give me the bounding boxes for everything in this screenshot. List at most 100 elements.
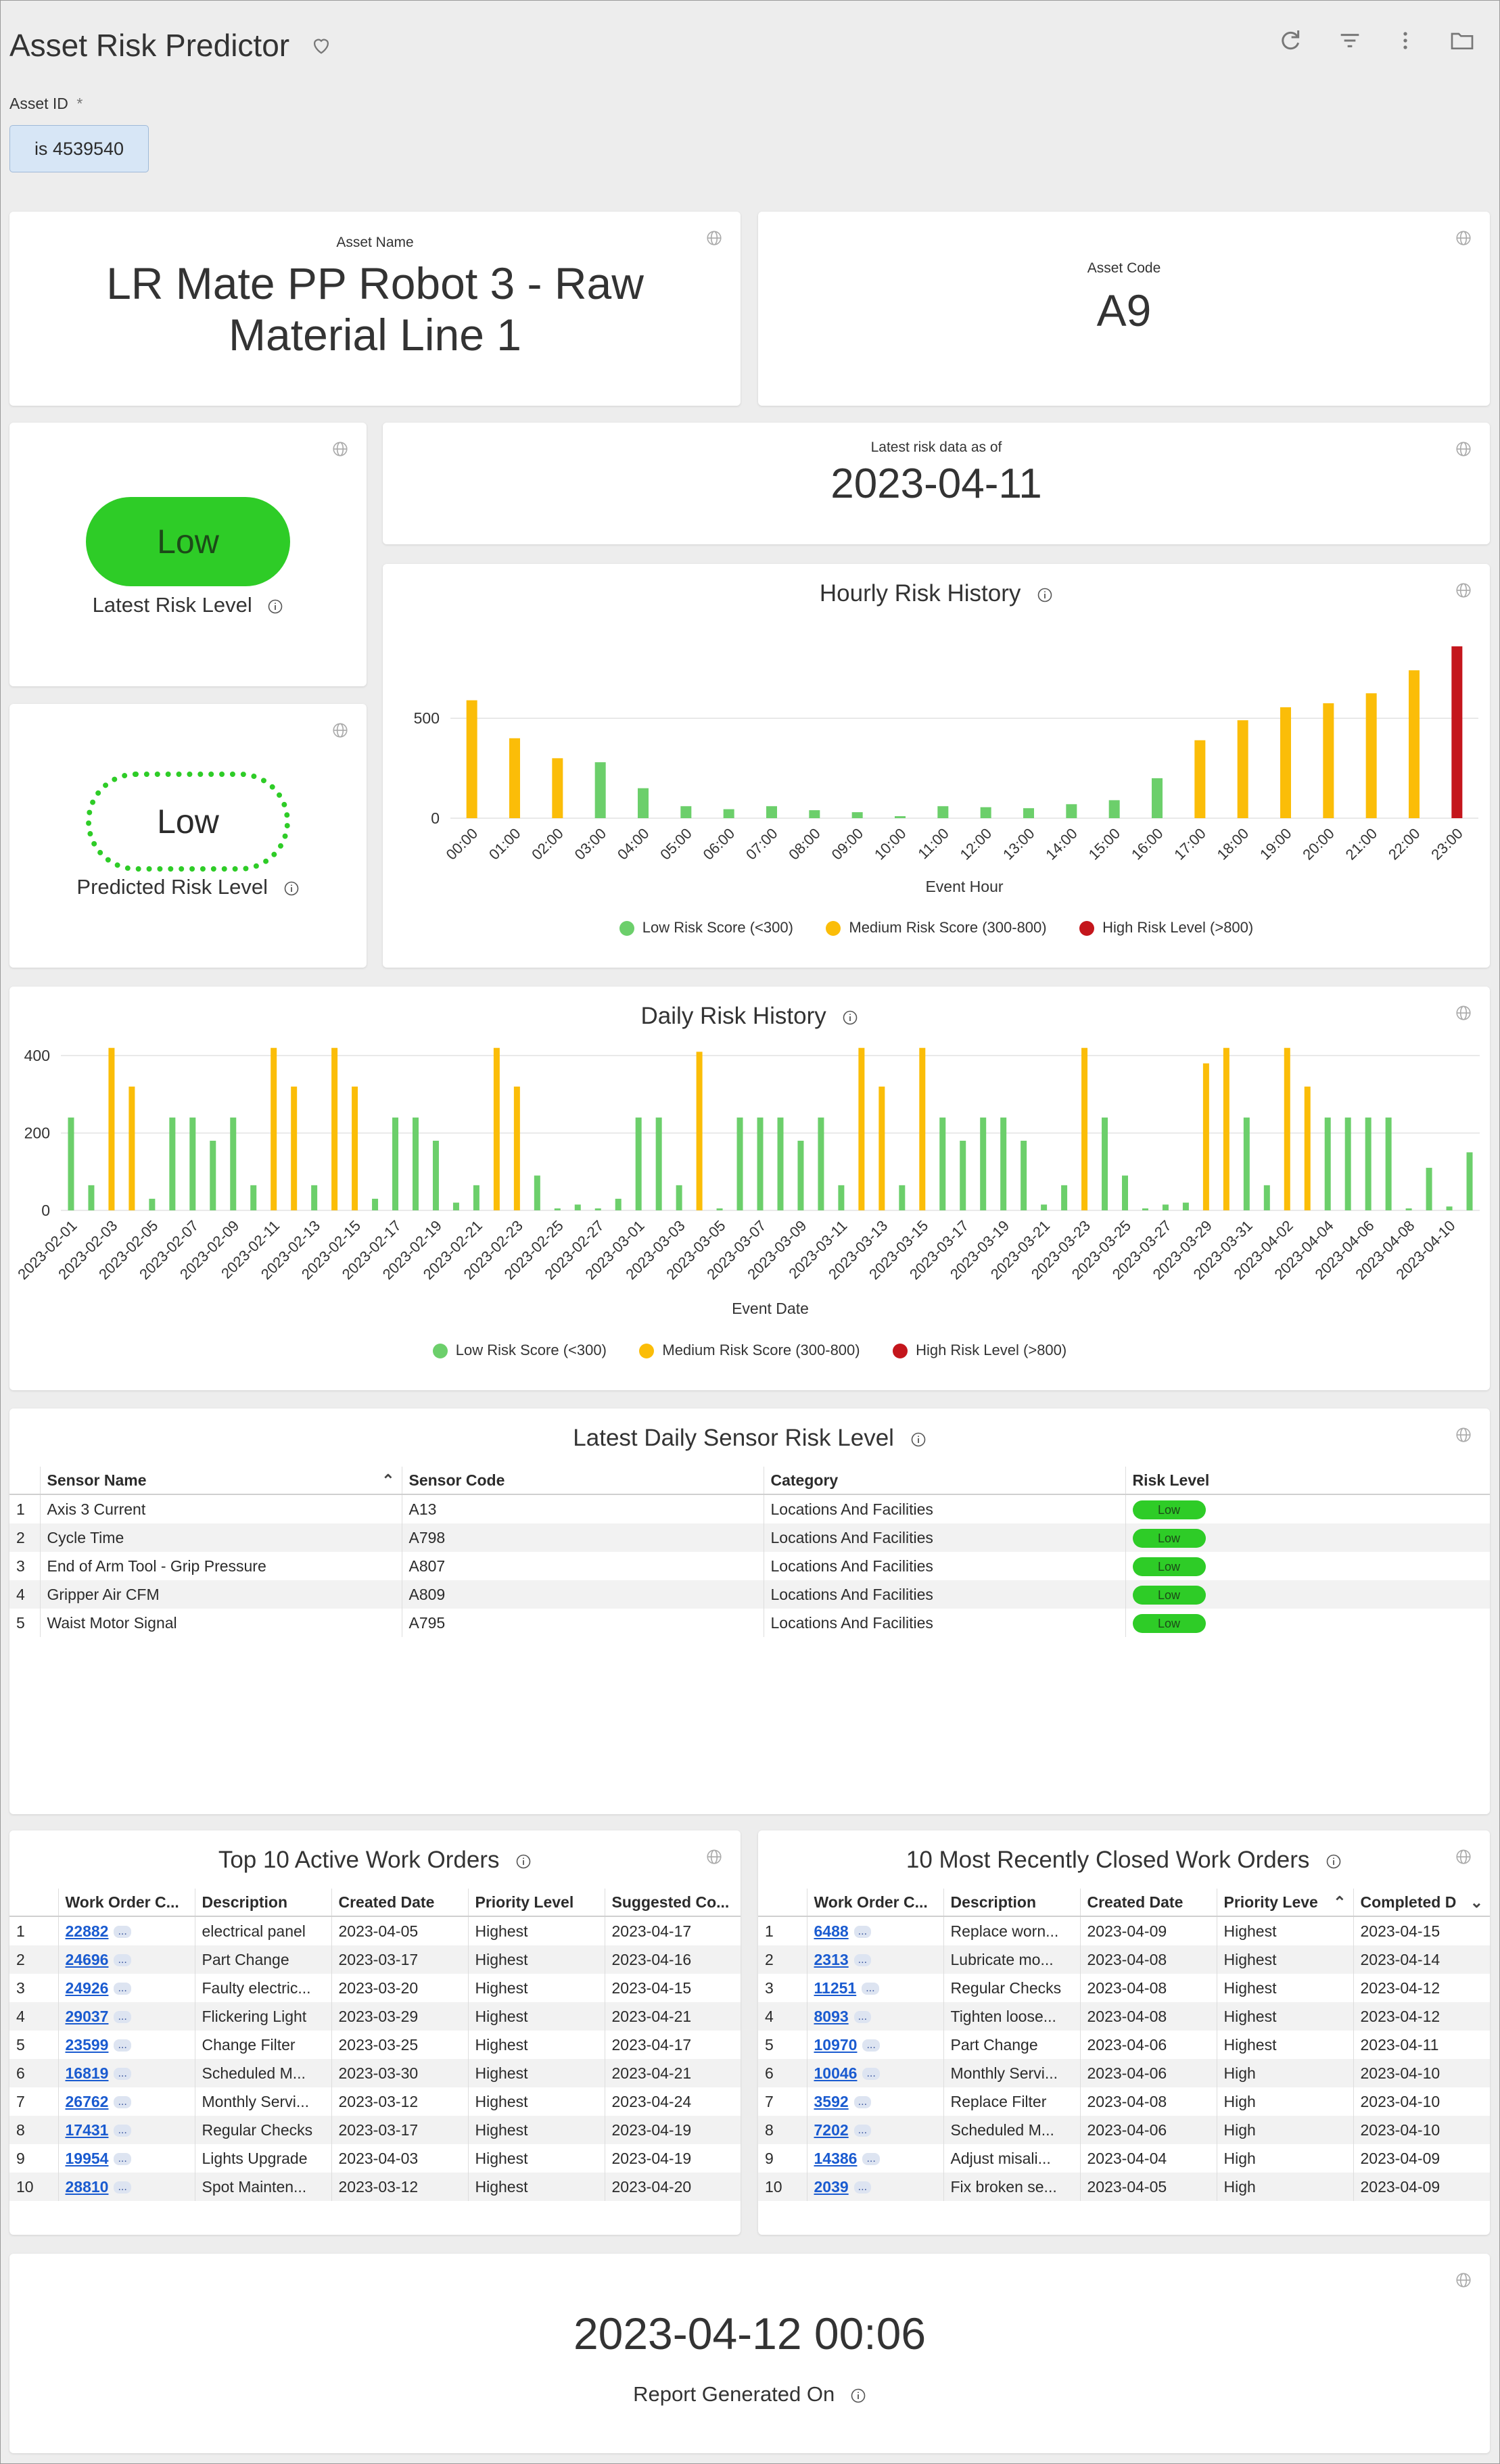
column-header-description[interactable]: Description [194,1889,331,1917]
globe-icon[interactable] [1455,440,1472,458]
work-order-link[interactable]: 23599 [65,2035,109,2054]
globe-icon[interactable] [705,229,723,247]
folder-icon[interactable] [1449,27,1476,54]
more-actions-icon[interactable]: ... [114,1983,131,1995]
work-order-link[interactable]: 24926 [65,1979,109,1997]
legend-medium[interactable]: Medium Risk Score (300-800) [639,1342,860,1359]
more-actions-icon[interactable]: ... [862,2068,880,2081]
globe-icon[interactable] [1455,1848,1472,1866]
column-header-suggested-completion[interactable]: Suggested Co... [604,1889,741,1917]
globe-icon[interactable] [1455,1004,1472,1022]
priority-cell: Highest [1216,1974,1353,2002]
date-cell: 2023-04-12 [1353,2002,1490,2031]
legend-high[interactable]: High Risk Level (>800) [893,1342,1067,1359]
column-header-description[interactable]: Description [943,1889,1080,1917]
legend-low[interactable]: Low Risk Score (<300) [619,919,793,937]
more-actions-icon[interactable]: ... [853,2181,872,2194]
column-header-work-order[interactable]: Work Order C... [806,1889,943,1917]
work-order-link[interactable]: 6488 [814,1922,849,1940]
column-header-sensor-name[interactable]: Sensor Name ⌃ [39,1467,402,1495]
column-header-work-order[interactable]: Work Order C... [57,1889,195,1917]
risk-level-cell: Low [1125,1580,1490,1609]
more-actions-icon[interactable]: ... [853,2125,872,2137]
more-actions-icon[interactable]: ... [862,1983,879,1995]
info-icon[interactable] [515,1853,532,1870]
column-header-created-date[interactable]: Created Date [331,1889,468,1917]
more-actions-icon[interactable]: ... [114,1954,131,1967]
column-header-sensor-code[interactable]: Sensor Code [401,1467,764,1495]
more-actions-icon[interactable]: ... [853,1926,872,1939]
more-actions-icon[interactable]: ... [114,2181,131,2194]
work-order-link[interactable]: 28810 [65,2177,109,2196]
work-order-link[interactable]: 14386 [814,2149,858,2167]
work-order-link[interactable]: 22882 [65,1922,109,1940]
work-order-link[interactable]: 10970 [814,2035,858,2054]
work-order-link[interactable]: 8093 [814,2007,849,2025]
work-order-link[interactable]: 11251 [814,1979,857,1997]
more-actions-icon[interactable]: ... [853,1954,872,1967]
column-header-completed-date[interactable]: Completed D ⌄ [1353,1889,1490,1917]
bar [128,1086,135,1210]
work-order-link[interactable]: 19954 [65,2149,109,2167]
work-order-link[interactable]: 24696 [65,1950,109,1968]
bar [680,806,692,818]
globe-icon[interactable] [1455,2271,1472,2289]
info-icon[interactable] [850,2388,866,2404]
bar [1426,1168,1432,1210]
more-actions-icon[interactable]: ... [114,2068,131,2081]
legend-low[interactable]: Low Risk Score (<300) [432,1342,607,1359]
more-actions-icon[interactable]: ... [853,2011,872,2024]
column-header-category[interactable]: Category [763,1467,1125,1495]
more-actions-icon[interactable]: ... [114,2039,131,2052]
column-header-priority[interactable]: Priority Leve ⌃ [1216,1889,1353,1917]
globe-icon[interactable] [1455,1426,1472,1444]
work-order-link[interactable]: 26762 [65,2092,109,2110]
asset-id-filter[interactable]: is 4539540 [9,125,149,172]
more-vertical-icon[interactable] [1392,27,1419,54]
more-actions-icon[interactable]: ... [114,1926,131,1939]
work-order-link[interactable]: 2039 [814,2177,849,2196]
more-actions-icon[interactable]: ... [114,2096,131,2109]
more-actions-icon[interactable]: ... [114,2153,131,2166]
more-actions-icon[interactable]: ... [114,2125,131,2137]
column-header-created-date[interactable]: Created Date [1079,1889,1217,1917]
globe-icon[interactable] [331,440,349,458]
globe-icon[interactable] [331,721,349,739]
work-order-link[interactable]: 10046 [814,2064,858,2082]
info-icon[interactable] [842,1010,858,1026]
globe-icon[interactable] [705,1848,723,1866]
filter-icon[interactable] [1336,27,1363,54]
legend-medium[interactable]: Medium Risk Score (300-800) [826,919,1047,937]
work-order-cell: 17431... [57,2116,195,2144]
info-icon[interactable] [283,880,300,897]
bar [1466,1152,1473,1210]
work-order-link[interactable]: 29037 [65,2007,109,2025]
refresh-icon[interactable] [1277,27,1304,54]
info-icon[interactable] [267,598,283,615]
globe-icon[interactable] [1455,582,1472,599]
info-icon[interactable] [910,1431,927,1448]
info-icon[interactable] [1037,587,1053,603]
work-order-link[interactable]: 2313 [814,1950,849,1968]
legend-high[interactable]: High Risk Level (>800) [1079,919,1253,937]
globe-icon[interactable] [1455,229,1472,247]
column-header-priority[interactable]: Priority Level [467,1889,605,1917]
info-icon[interactable] [1326,1853,1342,1870]
y-tick-label: 0 [41,1202,50,1219]
bar [574,1204,581,1210]
work-order-link[interactable]: 7202 [814,2121,849,2139]
column-header-risk-level[interactable]: Risk Level [1125,1467,1490,1495]
more-actions-icon[interactable]: ... [862,2153,880,2166]
more-actions-icon[interactable]: ... [114,2011,131,2024]
work-order-link[interactable]: 3592 [814,2092,849,2110]
favorite-heart-icon[interactable] [310,34,333,57]
work-order-link[interactable]: 16819 [65,2064,109,2082]
asset-code-card: Asset Code A9 [758,212,1490,406]
more-actions-icon[interactable]: ... [853,2096,872,2109]
sort-descending-icon[interactable]: ⌄ [1470,1893,1483,1911]
date-cell: 2023-04-19 [604,2116,741,2144]
sort-ascending-icon[interactable]: ⌃ [1333,1893,1346,1911]
more-actions-icon[interactable]: ... [862,2039,880,2052]
sort-ascending-icon[interactable]: ⌃ [381,1471,395,1489]
work-order-link[interactable]: 17431 [65,2121,109,2139]
